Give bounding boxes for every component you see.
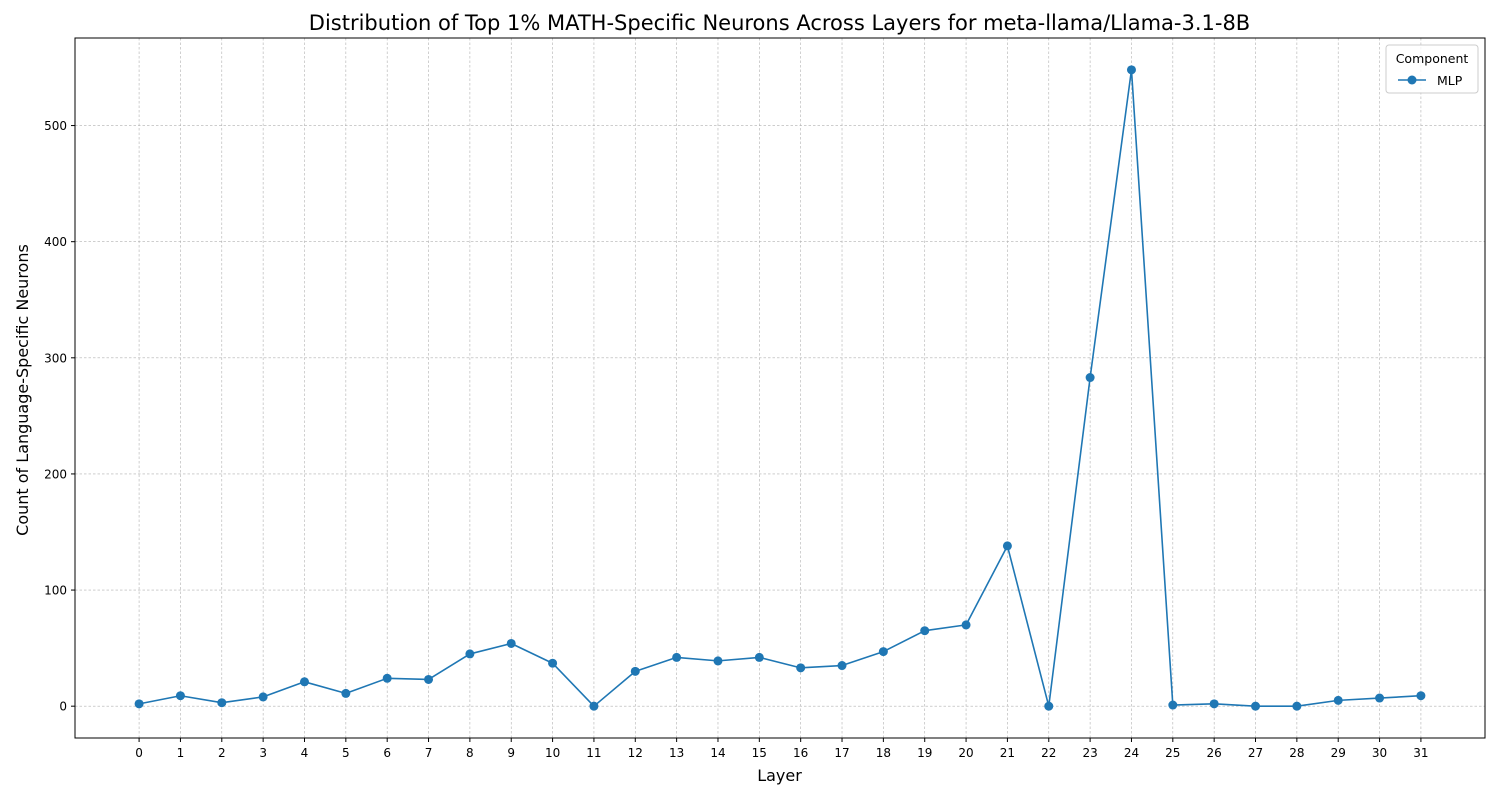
x-tick-label: 21 bbox=[1000, 746, 1015, 760]
x-tick-label: 31 bbox=[1413, 746, 1428, 760]
x-tick-label: 24 bbox=[1124, 746, 1139, 760]
x-tick-label: 8 bbox=[466, 746, 474, 760]
plot-area-frame bbox=[74, 37, 1486, 739]
data-point-layer-12 bbox=[630, 666, 640, 676]
data-point-layer-20 bbox=[961, 620, 971, 630]
data-point-layer-15 bbox=[754, 652, 764, 662]
legend-marker-swatch bbox=[1407, 75, 1417, 85]
x-axis-ticks: 0 1 2 3 4 5 6 7 8 9 10 11 12 13 14 15 16 17 18 19 20 21 22 23 24… bbox=[135, 738, 1429, 760]
data-point-layer-4 bbox=[299, 677, 309, 687]
data-point-layer-10 bbox=[548, 658, 558, 668]
x-tick-label: 2 bbox=[218, 746, 226, 760]
data-point-layer-31 bbox=[1416, 691, 1426, 701]
data-point-layer-29 bbox=[1333, 695, 1343, 705]
x-tick-label: 29 bbox=[1331, 746, 1346, 760]
data-point-layer-6 bbox=[382, 673, 392, 683]
x-tick-label: 6 bbox=[383, 746, 391, 760]
data-point-layer-21 bbox=[1002, 541, 1012, 551]
data-point-layer-25 bbox=[1168, 700, 1178, 710]
data-point-layer-2 bbox=[217, 698, 227, 708]
legend: Component MLP bbox=[1385, 44, 1479, 94]
legend-entry-mlp: MLP bbox=[1437, 73, 1463, 88]
x-tick-label: 10 bbox=[545, 746, 560, 760]
data-point-layer-7 bbox=[424, 674, 434, 684]
y-tick-label: 300 bbox=[44, 351, 67, 365]
x-tick-label: 20 bbox=[958, 746, 973, 760]
x-tick-label: 17 bbox=[834, 746, 849, 760]
x-tick-label: 25 bbox=[1165, 746, 1180, 760]
x-tick-label: 0 bbox=[135, 746, 143, 760]
data-point-layer-14 bbox=[713, 656, 723, 666]
x-tick-label: 13 bbox=[669, 746, 684, 760]
x-tick-label: 26 bbox=[1207, 746, 1222, 760]
y-tick-label: 400 bbox=[44, 235, 67, 249]
data-point-layer-18 bbox=[878, 647, 888, 657]
y-tick-label: 500 bbox=[44, 119, 67, 133]
x-tick-label: 1 bbox=[177, 746, 185, 760]
x-tick-label: 5 bbox=[342, 746, 350, 760]
x-tick-label: 4 bbox=[301, 746, 309, 760]
data-point-layer-8 bbox=[465, 649, 475, 659]
data-point-layer-1 bbox=[175, 691, 185, 701]
x-tick-label: 30 bbox=[1372, 746, 1387, 760]
y-tick-label: 100 bbox=[44, 584, 67, 598]
x-tick-label: 11 bbox=[586, 746, 601, 760]
series-layer bbox=[134, 65, 1426, 711]
data-point-layer-19 bbox=[920, 626, 930, 636]
data-point-layer-16 bbox=[796, 663, 806, 673]
x-tick-label: 15 bbox=[752, 746, 767, 760]
x-tick-label: 23 bbox=[1082, 746, 1097, 760]
x-tick-label: 12 bbox=[628, 746, 643, 760]
data-point-layer-11 bbox=[589, 701, 599, 711]
data-point-layer-24 bbox=[1126, 65, 1136, 75]
x-tick-label: 7 bbox=[425, 746, 433, 760]
data-point-layer-22 bbox=[1044, 701, 1054, 711]
data-point-layer-27 bbox=[1251, 701, 1261, 711]
x-tick-label: 14 bbox=[710, 746, 725, 760]
data-point-layer-5 bbox=[341, 688, 351, 698]
series-line-mlp bbox=[138, 69, 1421, 707]
x-tick-label: 22 bbox=[1041, 746, 1056, 760]
x-tick-label: 27 bbox=[1248, 746, 1263, 760]
y-axis-ticks: 0 100 200 300 400 500 bbox=[44, 119, 75, 714]
data-point-layer-9 bbox=[506, 638, 516, 648]
legend-title: Component bbox=[1396, 51, 1469, 66]
data-point-layer-13 bbox=[672, 652, 682, 662]
data-point-layer-3 bbox=[258, 692, 268, 702]
x-tick-label: 18 bbox=[876, 746, 891, 760]
data-point-layer-26 bbox=[1209, 699, 1219, 709]
x-tick-label: 3 bbox=[259, 746, 267, 760]
chart-title: Distribution of Top 1% MATH-Specific Neu… bbox=[309, 11, 1250, 35]
x-tick-label: 9 bbox=[507, 746, 515, 760]
x-tick-label: 28 bbox=[1289, 746, 1304, 760]
data-point-layer-17 bbox=[837, 661, 847, 671]
x-axis-title: Layer bbox=[757, 766, 802, 785]
y-axis-title: Count of Language-Specific Neurons bbox=[13, 244, 32, 536]
grid-lines bbox=[75, 38, 1485, 738]
x-tick-label: 16 bbox=[793, 746, 808, 760]
data-point-layer-28 bbox=[1292, 701, 1302, 711]
data-point-layer-23 bbox=[1085, 373, 1095, 383]
data-point-layer-0 bbox=[134, 699, 144, 709]
y-tick-label: 200 bbox=[44, 467, 67, 481]
data-point-layer-30 bbox=[1375, 693, 1385, 703]
x-tick-label: 19 bbox=[917, 746, 932, 760]
y-tick-label: 0 bbox=[59, 700, 67, 714]
